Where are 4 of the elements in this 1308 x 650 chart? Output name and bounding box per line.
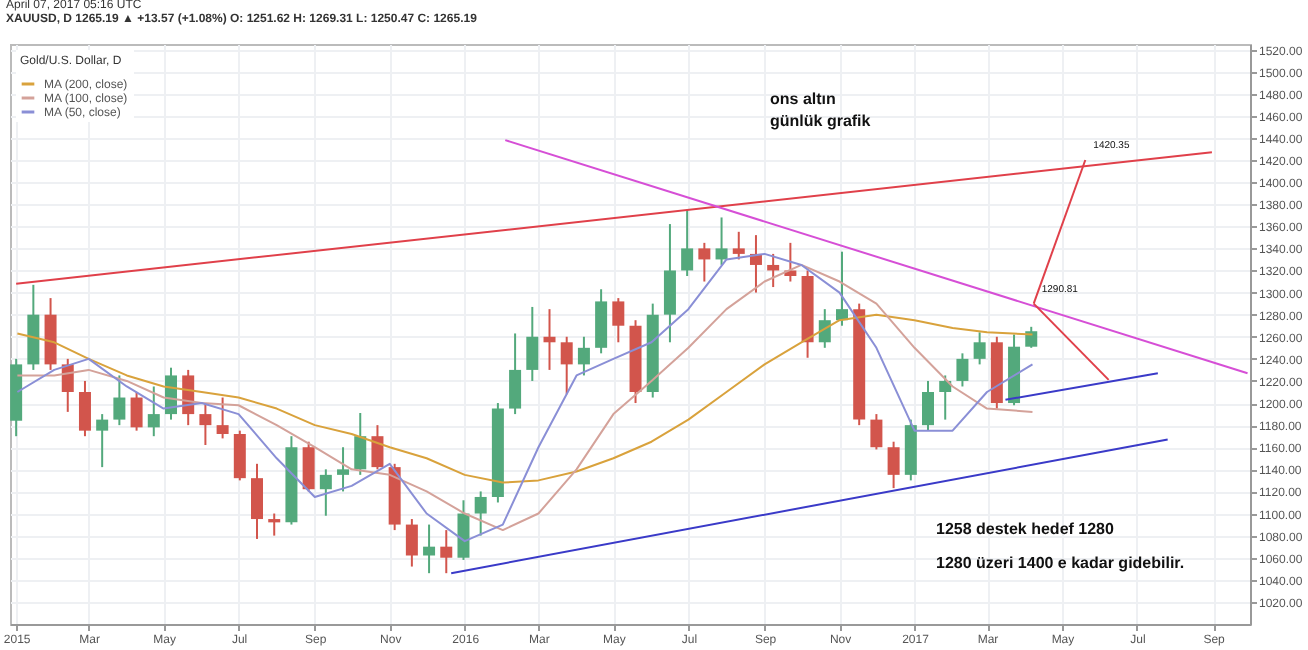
- annotation: 1258 destek hedef 1280: [936, 520, 1115, 538]
- annotation: 1280 üzeri 1400 e kadar gidebilir.: [936, 554, 1185, 572]
- annotation: günlük grafik: [770, 112, 872, 130]
- annotation: ons altın: [770, 90, 837, 108]
